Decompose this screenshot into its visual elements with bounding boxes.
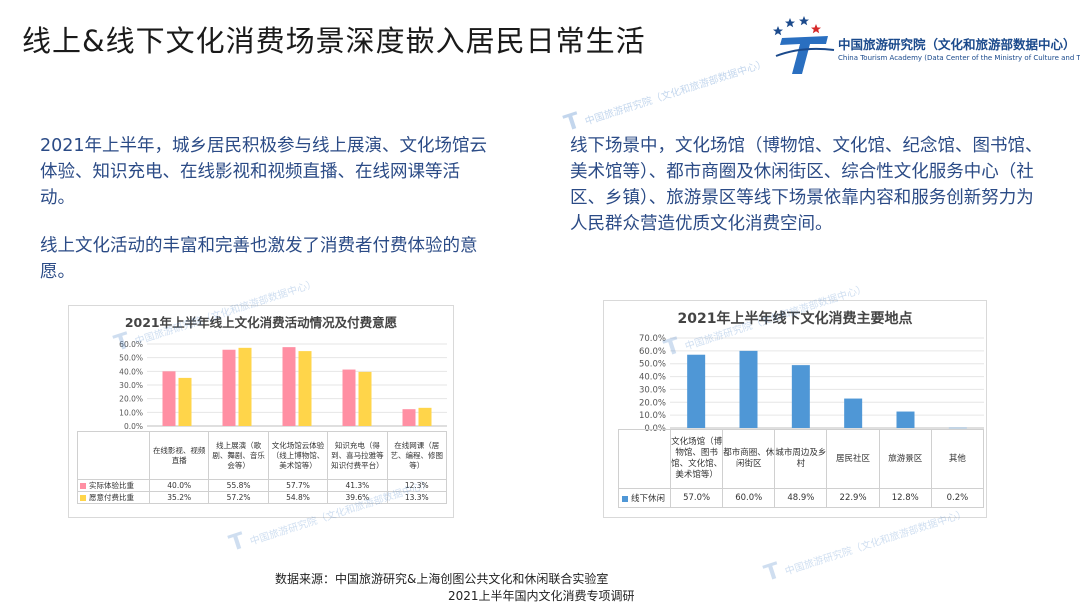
chart-title: 2021年上半年线上文化消费活动情况及付费意愿 [124,315,398,330]
y-tick-label: 50.0% [119,354,143,363]
bar [178,377,192,426]
series-name: 愿意付费比重 [89,493,134,502]
bar [222,349,236,426]
y-tick-label: 10.0% [639,411,666,421]
data-source-line-1: 数据来源：中国旅游研究&上海创图公共文化和休闲联合实验室 [275,572,609,586]
data-label: 57.2% [208,491,269,504]
page-title: 线上&线下文化消费场景深度嵌入居民日常生活 [22,24,646,58]
bar [844,398,863,428]
bar [687,354,706,428]
category-label: 居民社区 [826,429,880,489]
bar [358,371,372,426]
y-tick-label: 70.0% [639,334,666,344]
right-paragraph-1: 线下场景中，文化场馆（博物馆、文化馆、纪念馆、图书馆、美术馆等）、都市商圈及休闲… [570,136,1043,234]
data-label: 12.8% [878,488,932,508]
data-label: 40.0% [148,479,210,492]
series-name: 线下休闲 [631,494,666,504]
watermark-t-icon: T [761,558,784,587]
bar [791,365,810,428]
category-label: 知识充电（得到、喜马拉雅等知识付费平台） [327,431,388,480]
category-label: 在线影视、视频直播 [148,431,210,480]
category-label: 在线网课（居艺、编程、修图等） [386,431,448,480]
y-tick-label: 0.0% [124,422,143,431]
academy-logo: 中国旅游研究院（文化和旅游部数据中心） China Tourism Academ… [772,16,1080,76]
offline-chart-data-table: 文化场馆（博物馆、图书馆、文化馆、美术馆等） 都市商圈、休闲街区 城市周边及乡村… [618,429,985,508]
data-label: 48.9% [774,488,828,508]
data-label: 54.8% [267,491,329,504]
y-tick-label: 40.0% [119,367,143,376]
bar [948,427,967,429]
legend-entry: 实际体验比重 [77,479,150,492]
logo-name-cn: 中国旅游研究院（文化和旅游部数据中心） [838,37,1076,52]
category-label: 线上展演（歌剧、舞剧、音乐会等） [208,431,269,480]
star-t-logo-icon [773,16,835,74]
data-label: 57.0% [669,488,724,508]
legend-entry: 愿意付费比重 [77,491,150,504]
data-label: 39.6% [327,491,388,504]
bar [739,350,758,428]
y-tick-label: 10.0% [119,408,143,417]
legend-swatch [80,495,86,501]
data-label: 60.0% [722,488,776,508]
legend-swatch [80,483,86,489]
data-label: 13.3% [386,491,448,504]
bar [238,347,252,426]
online-chart-data-table: 在线影视、视频直播 线上展演（歌剧、舞剧、音乐会等） 文化场馆云体验（线上博物馆… [77,431,448,504]
bar [418,407,432,426]
y-tick-label: 30.0% [639,385,666,395]
offline-location-chart: 2021年上半年线下文化消费主要地点 0.0% 10.0% 20.0% 30.0% 40… [603,300,987,518]
watermark-t-icon: T [226,528,249,557]
table-corner [77,431,150,480]
bar [298,351,312,426]
data-label: 35.2% [148,491,210,504]
watermark-text: 中国旅游研究院（文化和旅游部数据中心） [583,58,768,128]
watermark-logo: T 中国旅游研究院（文化和旅游部数据中心） [561,48,769,137]
data-label: 12.3% [386,479,448,492]
y-tick-label: 30.0% [119,381,143,390]
y-tick-label: 20.0% [119,395,143,404]
data-label: 0.2% [930,488,985,508]
data-label: 55.8% [208,479,269,492]
category-label: 文化场馆云体验（线上博物馆、美术馆等） [267,431,329,480]
legend-entry: 线下休闲 [618,488,671,508]
left-paragraph-2: 线上文化活动的丰富和完善也激发了消费者付费体验的意愿。 [40,236,478,282]
data-source-line-2: 2021上半年国内文化消费专项调研 [448,589,635,603]
data-label: 41.3% [327,479,388,492]
category-label: 文化场馆（博物馆、图书馆、文化馆、美术馆等） [669,429,724,489]
offline-chart-plot: 0.0%10.0%20.0%30.0%40.0%50.0%60.0%70.0% [639,334,984,434]
y-tick-label: 50.0% [639,360,666,370]
left-paragraph-1: 2021年上半年，城乡居民积极参与线上展演、文化场馆云体验、知识充电、在线影视和… [40,136,488,208]
series-name: 实际体验比重 [89,481,134,490]
bar [162,371,176,426]
bar [282,347,296,426]
online-chart-plot: 0.0% 10.0% 20.0% 30.0% 40.0% 50.0% 60.0% [119,340,447,431]
y-tick-label: 20.0% [639,398,666,408]
y-tick-label: 60.0% [639,347,666,357]
online-consumption-chart: 2021年上半年线上文化消费活动情况及付费意愿 0.0% 10.0% 20.0% 30… [68,305,454,518]
category-label: 城市周边及乡村 [774,429,828,489]
category-label: 其他 [930,429,985,489]
logo-name-en: China Tourism Academy (Data Center of th… [838,54,1080,62]
bar [896,411,915,428]
bar [402,409,416,426]
table-corner [618,429,671,489]
chart-title: 2021年上半年线下文化消费主要地点 [677,311,913,327]
data-label: 57.7% [267,479,329,492]
category-label: 都市商圈、休闲街区 [722,429,776,489]
y-tick-label: 60.0% [119,340,143,349]
data-label: 22.9% [826,488,880,508]
category-label: 旅游景区 [878,429,932,489]
bar [342,369,356,426]
y-tick-label: 40.0% [639,373,666,383]
legend-swatch [622,495,628,502]
